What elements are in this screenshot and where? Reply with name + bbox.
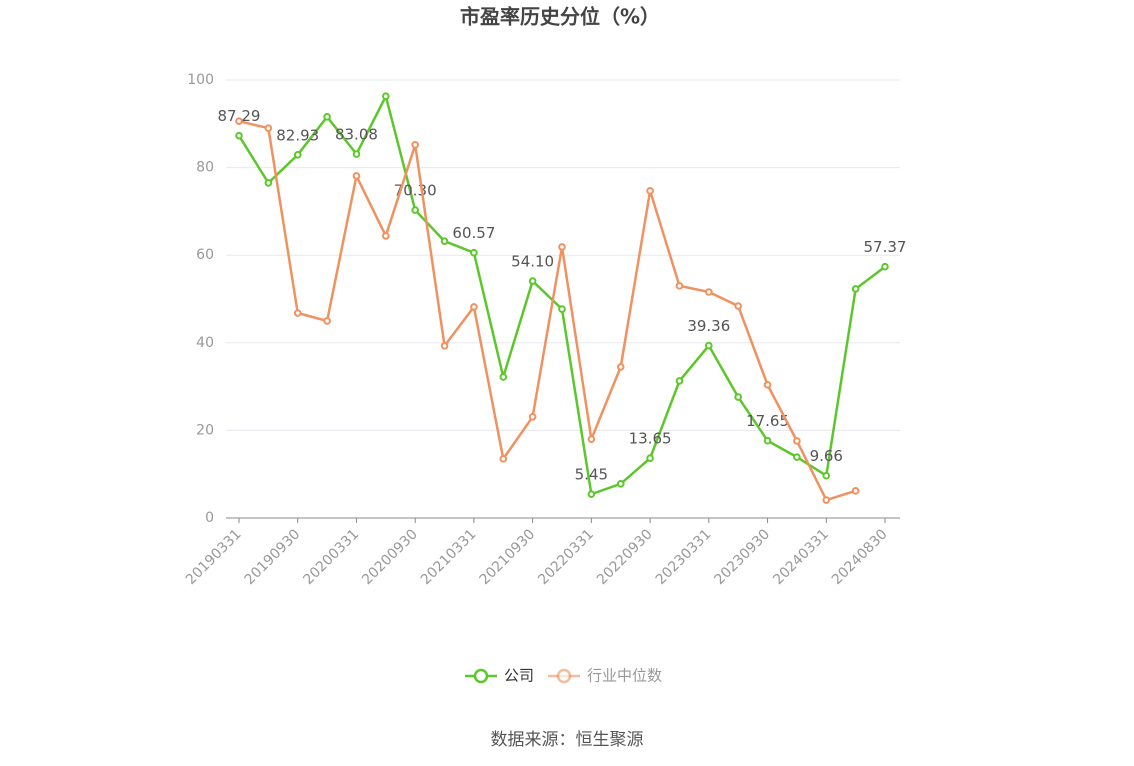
data-label: 70.30: [394, 182, 437, 200]
data-point: [411, 206, 419, 214]
source-note: 数据来源：恒生聚源: [491, 730, 644, 750]
data-label: 54.10: [511, 253, 554, 271]
data-label: 87.29: [218, 107, 261, 125]
data-point: [793, 453, 801, 461]
data-point: [235, 117, 243, 125]
data-point: [323, 317, 331, 325]
y-tick-label: 0: [205, 510, 214, 526]
legend-label: 行业中位数: [587, 667, 662, 685]
data-point: [382, 232, 390, 240]
data-point: [851, 487, 860, 495]
legend-item: 公司: [465, 667, 534, 685]
x-tick-label: 20200331: [300, 526, 362, 588]
series-line: [238, 119, 857, 502]
data-point: [352, 172, 361, 180]
data-label: 9.66: [810, 447, 843, 465]
y-tick-label: 20: [196, 422, 214, 438]
x-tick-label: 20240830: [829, 526, 891, 588]
data-point: [734, 302, 742, 310]
data-point: [675, 377, 684, 385]
x-tick-label: 20200930: [359, 526, 421, 588]
data-label: 57.37: [864, 238, 907, 256]
data-point: [264, 179, 273, 187]
legend-marker: [473, 668, 489, 684]
data-label: 5.45: [575, 466, 608, 484]
data-point: [734, 393, 742, 401]
data-point: [235, 131, 243, 140]
data-point: [499, 373, 508, 381]
x-tick-label: 20210930: [477, 526, 539, 588]
legend-marker: [556, 668, 572, 684]
x-tick-label: 20240331: [770, 526, 832, 588]
data-point: [440, 237, 449, 245]
y-tick-label: 60: [196, 247, 214, 263]
data-point: [264, 124, 273, 132]
x-tick-label: 20220930: [594, 526, 656, 588]
y-tick-label: 40: [196, 335, 214, 351]
data-point: [646, 187, 654, 195]
data-point: [293, 309, 302, 317]
data-label: 83.08: [335, 126, 378, 144]
data-point: [587, 435, 596, 443]
data-label: 60.57: [452, 224, 495, 242]
data-point: [558, 305, 566, 313]
data-point: [528, 413, 537, 421]
y-tick-label: 80: [196, 160, 214, 176]
data-point: [587, 490, 596, 498]
data-point: [293, 150, 302, 159]
x-tick-label: 20210331: [418, 526, 480, 588]
data-point: [763, 381, 772, 389]
x-tick-label: 20190930: [242, 526, 304, 588]
data-point: [705, 341, 713, 350]
data-label: 82.93: [276, 126, 319, 144]
data-point: [470, 248, 478, 257]
legend-item: 行业中位数: [548, 667, 662, 685]
data-point: [646, 454, 654, 463]
data-point: [558, 243, 566, 251]
data-point: [411, 141, 419, 149]
data-point: [881, 262, 889, 271]
x-tick-label: 20230930: [711, 526, 773, 588]
data-point: [499, 455, 508, 463]
data-label: 17.65: [746, 412, 789, 430]
chart-title: 市盈率历史分位（%）: [460, 5, 660, 29]
data-point: [323, 112, 331, 121]
data-point: [616, 363, 625, 371]
data-point: [851, 285, 860, 293]
data-point: [705, 288, 713, 296]
y-tick-label: 100: [187, 72, 214, 88]
x-tick-label: 20230331: [653, 526, 715, 588]
legend-label: 公司: [504, 667, 534, 685]
x-tick-label: 20190331: [183, 526, 245, 588]
data-point: [352, 150, 361, 158]
data-point: [675, 282, 684, 290]
data-point: [763, 436, 772, 445]
x-tick-label: 20220331: [535, 526, 597, 588]
data-point: [470, 303, 478, 311]
series-line: [237, 92, 886, 496]
data-point: [793, 437, 801, 445]
data-point: [616, 480, 625, 488]
data-point: [528, 277, 537, 285]
data-point: [382, 92, 390, 101]
data-label: 13.65: [629, 430, 672, 448]
data-point: [822, 496, 831, 504]
data-point: [822, 471, 831, 480]
data-label: 39.36: [687, 317, 730, 335]
data-point: [440, 342, 449, 350]
